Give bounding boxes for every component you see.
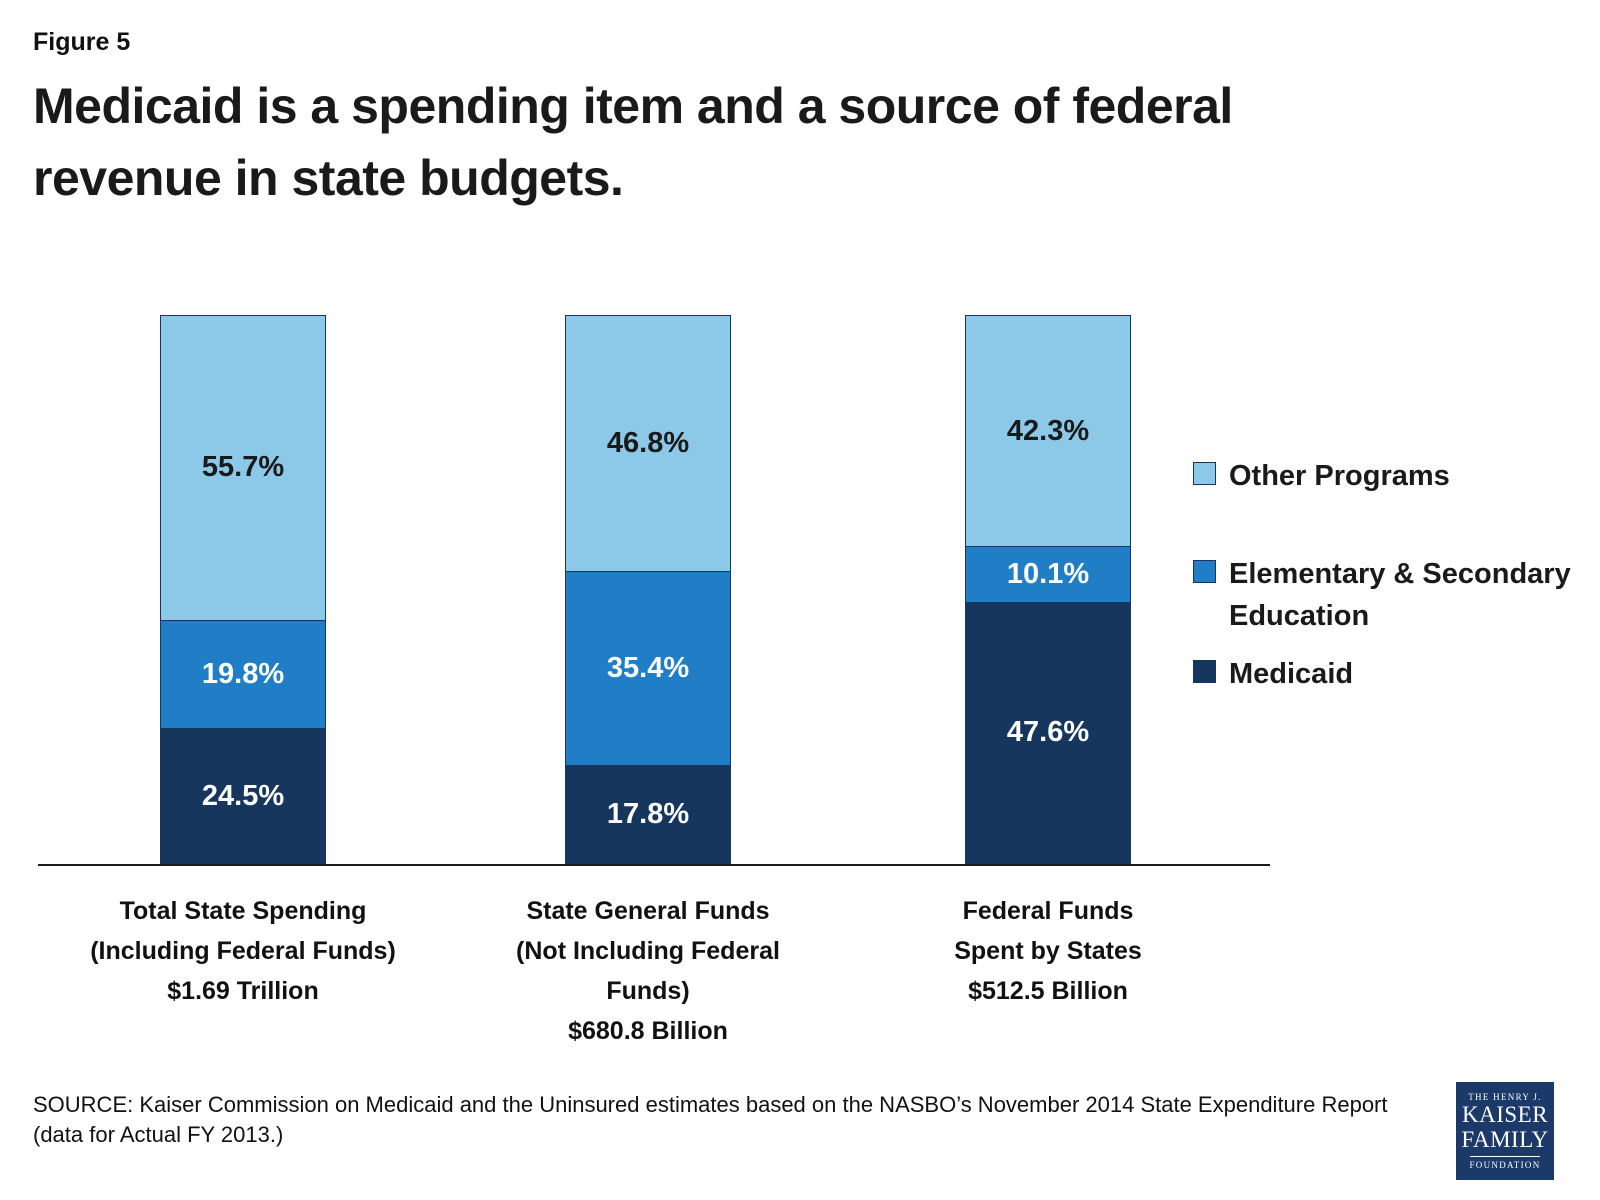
- segment-value-label: 46.8%: [606, 426, 690, 459]
- segment-medicaid: 24.5%: [160, 729, 326, 864]
- logo-line-top: THE HENRY J.: [1468, 1091, 1542, 1102]
- segment-other-programs: 55.7%: [160, 315, 326, 621]
- segment-elementary-secondary-education: 35.4%: [565, 571, 731, 767]
- kff-logo: THE HENRY J. KAISER FAMILY FOUNDATION: [1456, 1082, 1554, 1180]
- legend-swatch: [1193, 660, 1216, 684]
- segment-medicaid: 17.8%: [565, 766, 731, 864]
- legend: Other Programs Elementary & Secondary Edu…: [1193, 455, 1593, 695]
- legend-swatch: [1193, 462, 1216, 485]
- segment-other-programs: 46.8%: [565, 315, 731, 572]
- logo-kaiser: KAISER: [1461, 1102, 1549, 1128]
- legend-item-other-programs: Other Programs: [1193, 455, 1593, 497]
- segment-value-label: 24.5%: [201, 779, 285, 812]
- segment-other-programs: 42.3%: [965, 315, 1131, 548]
- category-label: Total State Spending (Including Federal …: [90, 897, 396, 1005]
- legend-item-medicaid: Medicaid: [1193, 653, 1593, 695]
- segment-elementary-secondary-education: 10.1%: [965, 547, 1131, 603]
- segment-value-label: 42.3%: [1006, 414, 1090, 447]
- logo-family: FAMILY: [1461, 1127, 1549, 1152]
- bar-column: 46.8% 35.4% 17.8% State General Funds (Not …: [516, 315, 780, 1045]
- slide-title: Medicaid is a spending item and a source…: [33, 78, 1233, 206]
- legend-label: Other Programs: [1229, 460, 1450, 492]
- source-note: SOURCE: Kaiser Commission on Medicaid an…: [33, 1092, 1388, 1148]
- bar-column: 55.7% 19.8% 24.5% Total State Spending (Inc…: [90, 315, 396, 1005]
- stacked-bar: 46.8% 35.4% 17.8%: [565, 315, 731, 864]
- category-label: Federal Funds Spent by States $512.5 Bil…: [954, 897, 1142, 1005]
- segment-medicaid: 47.6%: [965, 602, 1131, 864]
- legend-label: Elementary & Secondary Education: [1229, 558, 1571, 633]
- stacked-bar: 55.7% 19.8% 24.5%: [160, 315, 326, 864]
- category-label: State General Funds (Not Including Feder…: [516, 897, 780, 1045]
- segment-value-label: 19.8%: [201, 658, 285, 691]
- segment-value-label: 10.1%: [1006, 557, 1090, 590]
- segment-value-label: 35.4%: [606, 652, 690, 685]
- legend-item-elementary-secondary-education: Elementary & Secondary Education: [1193, 553, 1593, 637]
- segment-value-label: 55.7%: [201, 451, 285, 484]
- bar-column: 42.3% 10.1% 47.6% Federal Funds Spent by St…: [954, 315, 1142, 1005]
- segment-value-label: 17.8%: [606, 798, 690, 831]
- legend-label: Medicaid: [1229, 658, 1354, 691]
- stacked-bar: 42.3% 10.1% 47.6%: [965, 315, 1131, 864]
- logo-line-bottom: FOUNDATION: [1469, 1159, 1541, 1170]
- segment-elementary-secondary-education: 19.8%: [160, 620, 326, 730]
- segment-value-label: 47.6%: [1006, 716, 1090, 749]
- stacked-bar-chart: 55.7% 19.8% 24.5% Total State Spending (Inc…: [38, 315, 1270, 1045]
- logo-divider: [1470, 1155, 1540, 1157]
- figure-label: Figure 5: [33, 28, 131, 56]
- legend-swatch: [1193, 560, 1216, 584]
